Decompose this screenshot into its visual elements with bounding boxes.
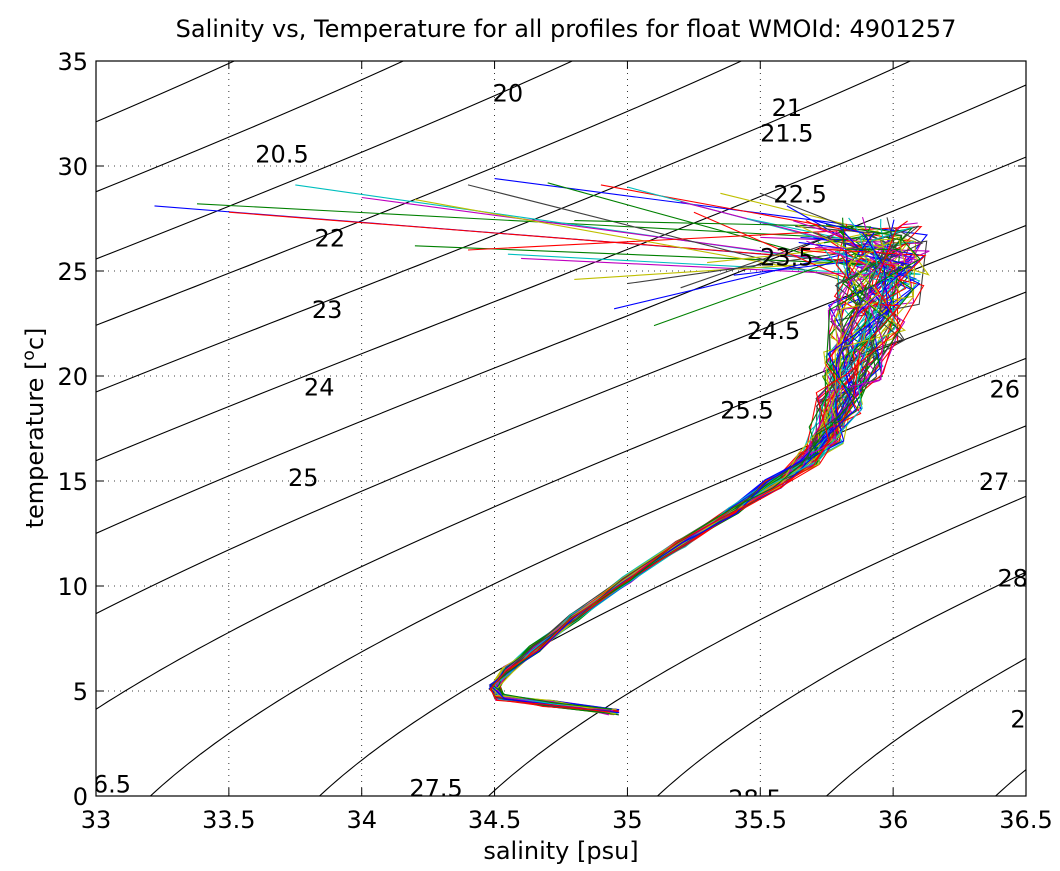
y-axis-label-main: temperature [ <box>21 361 49 529</box>
y-axis-label-sup: o <box>19 350 39 360</box>
isopycnal-label: 20.5 <box>255 140 308 168</box>
isopycnal-label: 25.5 <box>720 397 773 425</box>
isopycnal-label: 26 <box>989 376 1020 404</box>
x-axis-label: salinity [psu] <box>483 837 638 865</box>
isopycnal-label: 24 <box>304 374 335 402</box>
y-tick-label: 5 <box>73 678 88 706</box>
x-tick-label: 33.5 <box>202 806 255 834</box>
y-tick-label: 35 <box>57 48 88 76</box>
y-tick-label: 0 <box>73 783 88 811</box>
isopycnal-label: 2 <box>1010 705 1025 733</box>
y-tick-label: 25 <box>57 258 88 286</box>
isopycnal-label: 6.5 <box>93 770 131 798</box>
isopycnal-label: 20 <box>493 80 524 108</box>
x-tick-label: 34 <box>346 806 377 834</box>
isopycnal-label: 23 <box>312 296 343 324</box>
isopycnal-label: 21 <box>772 94 803 122</box>
x-tick-label: 35.5 <box>734 806 787 834</box>
x-tick-label: 36.5 <box>999 806 1052 834</box>
plot-area <box>96 61 1026 796</box>
y-tick-label: 30 <box>57 153 88 181</box>
isopycnal-label: 24.5 <box>747 317 800 345</box>
isopycnal-label: 28 <box>997 565 1028 593</box>
x-tick-label: 34.5 <box>468 806 521 834</box>
isopycnal-label: 22 <box>315 224 346 252</box>
chart-title: Salinity vs, Temperature for all profile… <box>176 15 957 43</box>
x-tick-label: 35 <box>612 806 643 834</box>
y-tick-label: 15 <box>57 468 88 496</box>
y-tick-label: 10 <box>57 573 88 601</box>
isopycnal-label: 25 <box>288 464 319 492</box>
y-tick-label: 20 <box>57 363 88 391</box>
isopycnal-label: 21.5 <box>760 119 813 147</box>
isopycnal-label: 23.5 <box>760 243 813 271</box>
x-tick-label: 36 <box>878 806 909 834</box>
isopycnal-label: 27 <box>979 468 1010 496</box>
y-axis-label-end: c] <box>21 328 49 351</box>
ts-chart: Salinity vs, Temperature for all profile… <box>0 0 1060 871</box>
isopycnal-label: 22.5 <box>773 180 826 208</box>
